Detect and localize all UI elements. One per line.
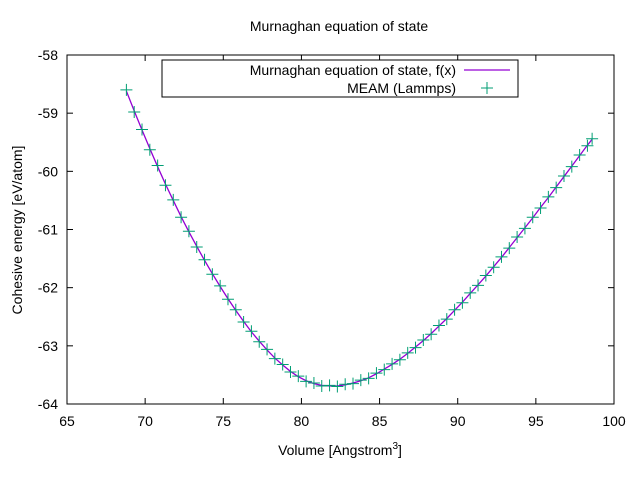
data-point-meam xyxy=(276,358,289,371)
y-axis: -58 -59 -60 -61 -62 -63 -64 xyxy=(38,47,614,412)
data-point-meam xyxy=(401,346,414,359)
data-point-meam xyxy=(448,303,461,316)
x-axis-label: Volume [Angstrom3] xyxy=(278,441,402,458)
data-point-meam xyxy=(440,313,453,326)
plot-area xyxy=(120,83,599,393)
data-point-meam xyxy=(182,225,195,238)
data-point-meam xyxy=(550,181,563,194)
data-point-meam xyxy=(464,286,477,299)
legend-label-meam: MEAM (Lammps) xyxy=(347,80,456,96)
y-tick-label: -59 xyxy=(38,105,58,121)
data-point-meam xyxy=(136,123,149,136)
data-point-meam xyxy=(581,139,594,152)
data-point-meam xyxy=(151,159,164,172)
data-point-meam xyxy=(292,370,305,383)
data-point-meam xyxy=(586,132,599,145)
data-point-meam xyxy=(495,250,508,263)
data-point-meam xyxy=(479,269,492,282)
data-point-meam xyxy=(315,379,328,392)
data-point-meam xyxy=(237,315,250,328)
data-point-meam xyxy=(557,169,570,182)
y-tick-label: -64 xyxy=(38,396,58,412)
data-point-meam xyxy=(300,375,313,388)
data-point-meam xyxy=(518,222,531,235)
x-tick-label: 95 xyxy=(528,413,544,429)
data-point-meam xyxy=(175,211,188,224)
data-point-meam xyxy=(190,240,203,253)
data-point-meam xyxy=(307,377,320,390)
data-point-meam xyxy=(347,377,360,390)
data-point-meam xyxy=(159,179,172,192)
x-tick-label: 65 xyxy=(59,413,75,429)
x-tick-label: 75 xyxy=(215,413,231,429)
data-point-meam xyxy=(261,343,274,356)
data-point-meam xyxy=(503,242,516,255)
data-point-meam xyxy=(143,143,156,156)
legend-marker-meam xyxy=(481,82,493,94)
data-point-meam xyxy=(339,378,352,391)
data-point-meam xyxy=(229,303,242,316)
data-point-meam xyxy=(456,296,469,309)
data-point-meam xyxy=(409,341,422,354)
x-axis-label-suffix: ] xyxy=(398,442,402,458)
series-line-murnaghan-fit xyxy=(125,90,593,387)
data-point-meam xyxy=(378,363,391,376)
data-point-meam xyxy=(565,160,578,173)
x-axis: 65 70 75 80 85 90 95 100 xyxy=(59,55,626,429)
legend-swatch-meam xyxy=(481,82,493,94)
data-point-meam xyxy=(198,253,211,266)
y-tick-label: -61 xyxy=(38,222,58,238)
data-point-meam xyxy=(253,335,266,348)
x-tick-label: 80 xyxy=(294,413,310,429)
x-tick-label: 100 xyxy=(602,413,626,429)
data-point-meam xyxy=(120,83,133,96)
data-point-meam xyxy=(323,379,336,392)
x-tick-label: 85 xyxy=(372,413,388,429)
data-point-meam xyxy=(487,261,500,274)
data-point-meam xyxy=(370,367,383,380)
y-axis-label-text: Cohesive energy [eV/atom] xyxy=(9,146,25,315)
data-point-meam xyxy=(214,279,227,292)
data-point-meam xyxy=(206,268,219,281)
legend-box xyxy=(161,59,519,98)
x-tick-label: 90 xyxy=(450,413,466,429)
y-tick-label: -58 xyxy=(38,47,58,63)
data-point-meam xyxy=(432,319,445,332)
data-point-meam xyxy=(425,328,438,341)
x-axis-label-superscript: 3 xyxy=(392,441,398,452)
plot-frame xyxy=(66,54,615,405)
data-point-meam xyxy=(167,193,180,206)
data-point-meam xyxy=(542,190,555,203)
data-point-meam xyxy=(331,380,344,393)
data-point-meam xyxy=(511,231,524,244)
legend-label-fit: Murnaghan equation of state, f(x) xyxy=(250,62,456,78)
data-point-meam xyxy=(221,293,234,306)
data-point-meam xyxy=(534,201,547,214)
y-axis-label: Cohesive energy [eV/atom] xyxy=(9,146,25,315)
y-tick-label: -60 xyxy=(38,163,58,179)
data-point-meam xyxy=(354,374,367,387)
x-axis-label-text: Volume [Angstrom xyxy=(278,442,392,458)
data-point-meam xyxy=(284,366,297,379)
data-point-meam xyxy=(128,106,141,119)
data-point-meam xyxy=(362,372,375,385)
chart-title: Murnaghan equation of state xyxy=(250,18,428,34)
data-point-meam xyxy=(245,325,258,338)
legend: Murnaghan equation of state, f(x) MEAM (… xyxy=(161,59,519,98)
data-point-meam xyxy=(526,211,539,224)
data-point-meam xyxy=(393,353,406,366)
x-tick-label: 70 xyxy=(137,413,153,429)
data-point-meam xyxy=(573,149,586,162)
data-point-meam xyxy=(472,279,485,292)
y-tick-label: -62 xyxy=(38,280,58,296)
data-point-meam xyxy=(268,352,281,365)
y-tick-label: -63 xyxy=(38,338,58,354)
data-point-meam xyxy=(386,357,399,370)
data-point-meam xyxy=(417,334,430,347)
